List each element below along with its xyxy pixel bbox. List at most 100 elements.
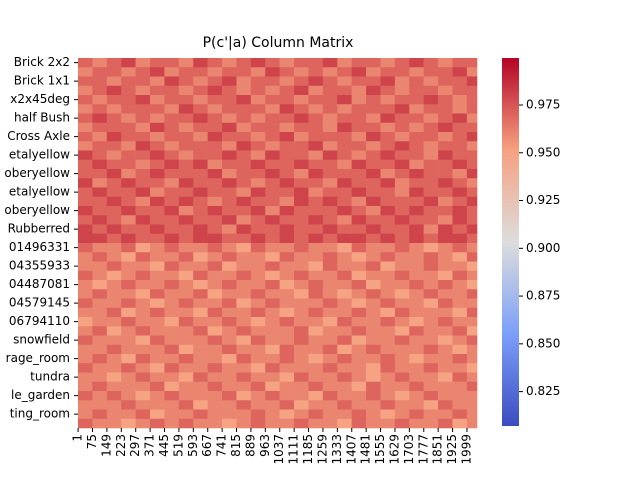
heatmap-cell bbox=[294, 391, 309, 401]
heatmap-cell bbox=[164, 206, 180, 216]
x-tick-label: 1259 bbox=[315, 434, 329, 465]
heatmap-cell bbox=[236, 104, 252, 114]
heatmap-cell bbox=[294, 418, 309, 429]
heatmap-cell bbox=[394, 196, 410, 207]
heatmap-cell bbox=[78, 122, 93, 133]
heatmap-cell bbox=[250, 141, 266, 151]
heatmap-cell bbox=[337, 344, 352, 355]
x-tick-label: 1777 bbox=[416, 434, 430, 465]
heatmap-cell bbox=[106, 400, 122, 410]
heatmap-cell bbox=[193, 391, 208, 401]
heatmap-cell bbox=[193, 307, 208, 318]
heatmap-cell bbox=[164, 326, 180, 336]
heatmap-cell bbox=[452, 280, 468, 290]
heatmap-cell bbox=[423, 344, 439, 355]
heatmap-cell bbox=[394, 409, 410, 420]
heatmap-cell bbox=[322, 270, 338, 281]
heatmap-cell bbox=[294, 85, 309, 96]
heatmap-cell bbox=[250, 233, 266, 244]
heatmap-cell bbox=[466, 280, 478, 290]
heatmap-cell bbox=[222, 298, 237, 309]
heatmap-cell bbox=[207, 418, 223, 429]
heatmap-cell bbox=[294, 252, 309, 262]
heatmap-cell bbox=[322, 122, 338, 133]
heatmap-cell bbox=[337, 104, 352, 114]
colorbar-tick-label: 0.850 bbox=[526, 336, 560, 350]
heatmap-cell bbox=[366, 354, 381, 364]
heatmap-cell bbox=[279, 178, 295, 188]
colorbar bbox=[502, 58, 519, 426]
heatmap-cell bbox=[394, 317, 410, 327]
heatmap-cell bbox=[178, 113, 194, 124]
heatmap-cell bbox=[121, 187, 136, 198]
heatmap-cell bbox=[121, 224, 136, 235]
heatmap-cell bbox=[322, 224, 338, 235]
heatmap-cell bbox=[78, 196, 93, 207]
heatmap-cell bbox=[466, 141, 478, 151]
heatmap-cell bbox=[308, 150, 324, 161]
heatmap-cell bbox=[438, 76, 453, 87]
heatmap-cell bbox=[193, 141, 208, 151]
heatmap-cell bbox=[78, 372, 93, 383]
heatmap-cell bbox=[164, 159, 180, 170]
heatmap-cell bbox=[121, 67, 136, 77]
heatmap-cell bbox=[423, 95, 439, 105]
heatmap-cell bbox=[380, 67, 396, 77]
heatmap-cell bbox=[250, 317, 266, 327]
heatmap-cell bbox=[337, 187, 352, 198]
heatmap-cell bbox=[121, 132, 136, 142]
x-tick-label: 297 bbox=[128, 434, 142, 457]
heatmap-cell bbox=[351, 206, 367, 216]
heatmap-cell bbox=[207, 270, 223, 281]
heatmap-cell bbox=[135, 85, 151, 96]
heatmap-cell bbox=[394, 67, 410, 77]
heatmap-cell bbox=[250, 280, 266, 290]
heatmap-cell bbox=[265, 317, 280, 327]
heatmap-cell bbox=[366, 85, 381, 96]
heatmap-cell bbox=[164, 307, 180, 318]
heatmap-cell bbox=[150, 159, 165, 170]
heatmap-cell bbox=[222, 76, 237, 87]
heatmap-cell bbox=[178, 206, 194, 216]
heatmap-cell bbox=[452, 76, 468, 87]
heatmap-cell bbox=[121, 372, 136, 383]
heatmap-cell bbox=[380, 270, 396, 281]
heatmap-cell bbox=[236, 187, 252, 198]
heatmap-cell bbox=[78, 150, 93, 161]
heatmap-cell bbox=[452, 270, 468, 281]
heatmap-cell bbox=[178, 243, 194, 253]
heatmap-cell bbox=[265, 280, 280, 290]
heatmap-cell bbox=[279, 298, 295, 309]
heatmap-cell bbox=[466, 400, 478, 410]
heatmap-cell bbox=[294, 409, 309, 420]
heatmap-cell bbox=[265, 132, 280, 142]
heatmap-cell bbox=[250, 76, 266, 87]
heatmap-cell bbox=[308, 67, 324, 77]
heatmap-cell bbox=[222, 289, 237, 299]
heatmap-cell bbox=[193, 289, 208, 299]
heatmap-cell bbox=[164, 363, 180, 373]
heatmap-cell bbox=[207, 215, 223, 225]
heatmap-cell bbox=[78, 261, 93, 272]
heatmap-cell bbox=[92, 104, 108, 114]
heatmap-cell bbox=[121, 270, 136, 281]
heatmap-cell bbox=[164, 409, 180, 420]
heatmap-cell bbox=[322, 252, 338, 262]
heatmap-cell bbox=[250, 224, 266, 235]
x-tick-label: 889 bbox=[243, 434, 257, 457]
heatmap-cell bbox=[279, 141, 295, 151]
heatmap-cell bbox=[409, 122, 424, 133]
heatmap-cell bbox=[438, 252, 453, 262]
y-tick-label: etalyellow bbox=[9, 185, 70, 199]
heatmap-cell bbox=[178, 104, 194, 114]
heatmap-cell bbox=[452, 391, 468, 401]
heatmap-cell bbox=[92, 224, 108, 235]
heatmap-cell bbox=[150, 122, 165, 133]
heatmap-cell bbox=[279, 169, 295, 179]
heatmap-cell bbox=[452, 224, 468, 235]
heatmap-cell bbox=[178, 150, 194, 161]
heatmap-cell bbox=[322, 233, 338, 244]
y-tick-label: 04355933 bbox=[9, 259, 70, 273]
heatmap-cell bbox=[308, 344, 324, 355]
